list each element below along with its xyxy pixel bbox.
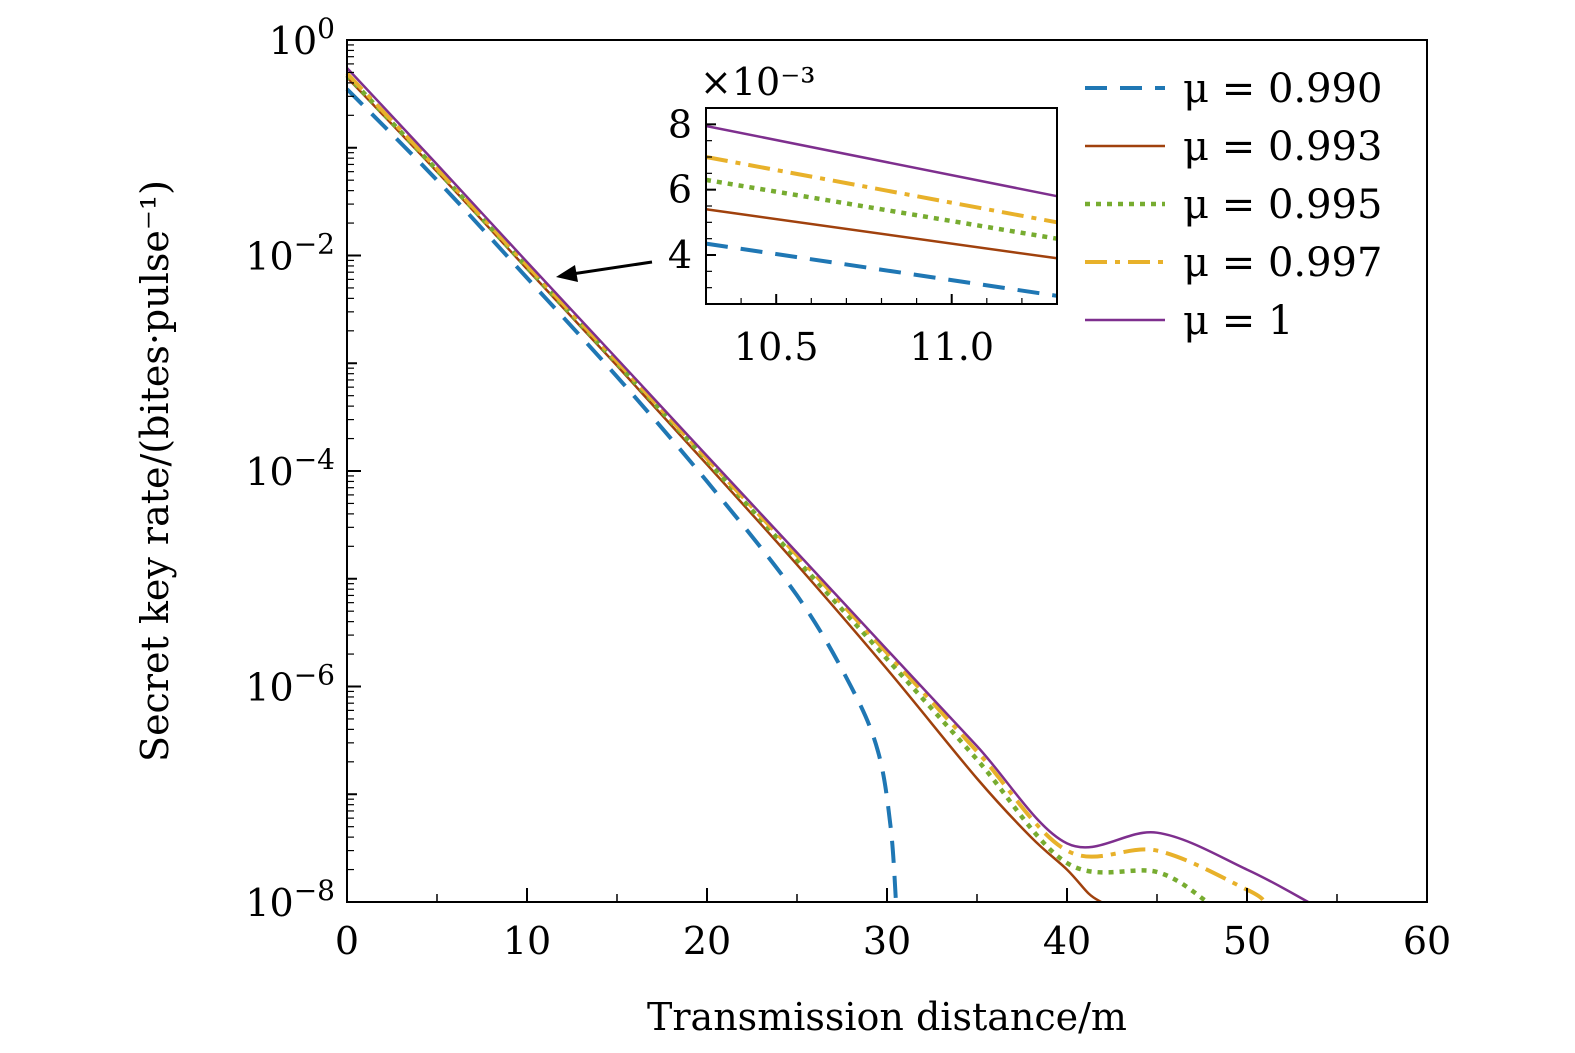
- inset-x-tick-label: 10.5: [734, 325, 819, 369]
- inset-series-line-1: [705, 241, 1058, 298]
- main-plot-lines: [345, 67, 1309, 904]
- y-tick-label: 10−4: [245, 443, 335, 494]
- legend-label: μ = 1: [1183, 298, 1293, 344]
- y-tick-label: 100: [269, 12, 335, 63]
- series-line-5: [346, 67, 1309, 904]
- inset-series-line-5: [705, 124, 1058, 198]
- x-tick-label: 0: [335, 919, 359, 963]
- y-tick-label: 10−2: [245, 228, 335, 279]
- legend-label: μ = 0.990: [1183, 66, 1382, 112]
- series-line-1: [345, 87, 898, 903]
- zoom-arrow: [556, 260, 653, 282]
- series-line-4: [345, 72, 1267, 904]
- x-tick-label: 20: [683, 919, 731, 963]
- inset-series-line-2: [705, 208, 1058, 260]
- inset-plot: 10.5 11.0 4 6 8 ×10⁻³: [668, 60, 1058, 369]
- x-axis-ticks: 0 10 20 30 40 50 60: [335, 888, 1451, 963]
- inset-lines: [705, 124, 1058, 298]
- x-tick-label: 10: [503, 919, 551, 963]
- legend-label: μ = 0.993: [1183, 124, 1382, 170]
- inset-y-tick-label: 4: [668, 233, 692, 277]
- inset-series-line-3: [705, 177, 1058, 241]
- y-axis-ticks: 100 10−2 10−4 10−6 10−8: [245, 12, 361, 925]
- inset-ticks: 10.5 11.0 4 6 8: [668, 102, 1023, 369]
- inset-y-tick-label: 8: [668, 102, 692, 146]
- legend: μ = 0.990 μ = 0.993 μ = 0.995 μ = 0.997 μ = …: [1085, 66, 1382, 344]
- inset-series-line-4: [705, 155, 1058, 225]
- y-tick-label: 10−8: [245, 874, 335, 925]
- legend-label: μ = 0.997: [1183, 240, 1382, 286]
- x-tick-label: 50: [1223, 919, 1271, 963]
- inset-y-tick-label: 6: [668, 168, 692, 212]
- inset-x-tick-label: 11.0: [909, 325, 994, 369]
- inset-multiplier: ×10⁻³: [700, 60, 815, 104]
- x-tick-label: 30: [863, 919, 911, 963]
- x-tick-label: 60: [1403, 919, 1451, 963]
- x-tick-label: 40: [1043, 919, 1091, 963]
- legend-label: μ = 0.995: [1183, 182, 1382, 228]
- y-axis-label: Secret key rate/(bites·pulse⁻¹): [133, 180, 177, 762]
- x-axis-label: Transmission distance/m: [647, 995, 1127, 1039]
- y-tick-label: 10−6: [245, 659, 335, 710]
- series-line-3: [345, 73, 1209, 904]
